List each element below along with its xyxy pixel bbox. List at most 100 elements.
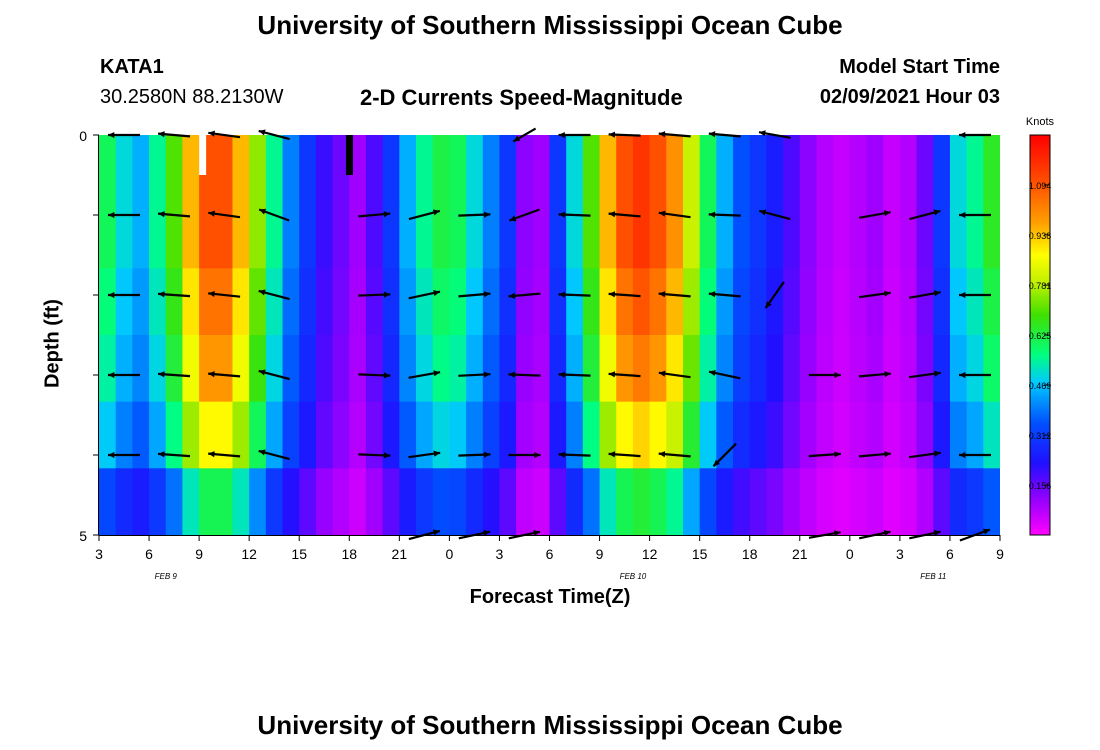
heatmap-cell (416, 268, 434, 336)
current-arrow (959, 132, 991, 138)
heatmap-cell (199, 401, 217, 469)
heatmap-cell (282, 401, 300, 469)
heatmap-cell (249, 201, 267, 269)
heatmap-cell (799, 201, 818, 269)
heatmap-cell (482, 268, 501, 336)
heatmap-cell (215, 468, 234, 536)
chart-title: 2-D Currents Speed-Magnitude (360, 85, 683, 110)
heatmap-cell (466, 201, 484, 269)
current-arrow (959, 452, 991, 458)
current-arrow (258, 289, 290, 301)
heatmap-cell (382, 401, 400, 469)
heatmap-cell (282, 468, 300, 536)
heatmap-cell (349, 401, 367, 469)
heatmap-cell (549, 201, 567, 269)
y-tick-label: 5 (79, 528, 87, 544)
heatmap-cell (749, 268, 768, 336)
current-arrow (764, 281, 785, 309)
heatmap-cell (299, 135, 317, 203)
heatmap-cell (265, 201, 284, 269)
heatmap-cell (349, 468, 367, 536)
current-arrow (408, 209, 441, 221)
current-arrow (558, 451, 591, 458)
current-arrow (358, 291, 391, 298)
current-arrow (458, 291, 491, 298)
current-arrow (358, 452, 391, 459)
heatmap-cell (232, 268, 250, 336)
heatmap-cell (549, 401, 567, 469)
current-arrow (658, 291, 691, 298)
heatmap-cell (499, 401, 517, 469)
heatmap-cell (432, 335, 450, 403)
current-arrow (408, 290, 441, 300)
heatmap-cell (582, 468, 601, 536)
heatmap-cell (899, 135, 918, 203)
heatmap-cell (933, 135, 951, 203)
heatmap-cell (616, 335, 634, 403)
heatmap-cell (799, 135, 818, 203)
heatmap-cell (949, 201, 968, 269)
heatmap-cell (99, 401, 117, 469)
x-tick-label: 6 (145, 546, 153, 562)
missing-data-marks (199, 135, 353, 175)
heatmap-cell (482, 335, 501, 403)
heatmap-cell (566, 401, 584, 469)
heatmap-cell (666, 268, 684, 336)
heatmap-cell (299, 468, 317, 536)
current-arrow (208, 291, 241, 298)
heatmap-cell (466, 401, 484, 469)
x-tick-label: 3 (95, 546, 103, 562)
heatmap-cell (733, 401, 751, 469)
heatmap-cell (632, 401, 651, 469)
heatmap-cell (766, 201, 784, 269)
heatmap-cell (349, 268, 367, 336)
heatmap-cell (165, 268, 184, 336)
heatmap-cell (733, 335, 751, 403)
x-tick-label: 9 (195, 546, 203, 562)
heatmap-cell (749, 335, 768, 403)
heatmap-cell (749, 201, 768, 269)
current-arrow (258, 208, 290, 222)
heatmap-cell (816, 335, 834, 403)
current-arrow (558, 132, 591, 138)
heatmap-cell (716, 135, 734, 203)
heatmap-cell (916, 468, 934, 536)
heatmap-cell (866, 335, 884, 403)
heatmap-cell (482, 201, 501, 269)
heatmap-cell (432, 201, 450, 269)
missing-cell-black (345, 135, 353, 175)
heatmap-cell (365, 201, 384, 269)
colorbar: Knots 1.094 0.938 0.781 0.625 0.469 0.312 0.156 (1026, 116, 1055, 536)
heatmap-cell (632, 468, 651, 536)
missing-cell-white (199, 135, 207, 175)
heatmap-cell (165, 468, 184, 536)
heatmap-cell (282, 135, 300, 203)
heatmap-cell (182, 468, 200, 536)
heatmap-cell (282, 335, 300, 403)
heatmap-cell (899, 268, 918, 336)
heatmap-cell (449, 335, 467, 403)
date-label: FEB 9 (155, 572, 178, 581)
heatmap-cell (666, 335, 684, 403)
heatmap-cell (265, 468, 284, 536)
heatmap-cell (332, 268, 350, 336)
heatmap-cell (349, 201, 367, 269)
heatmap-cell (799, 468, 818, 536)
heatmap-cell (682, 401, 701, 469)
current-arrow (712, 442, 737, 468)
heatmap-cell (933, 268, 951, 336)
heatmap-cell (365, 335, 384, 403)
x-tick-label: 0 (445, 546, 453, 562)
heatmap-cell (682, 268, 701, 336)
heatmap-cell (299, 335, 317, 403)
heatmap-cell (115, 201, 133, 269)
x-tick-label: 21 (392, 546, 408, 562)
heatmap-cell (783, 135, 801, 203)
heatmap-cell (132, 201, 150, 269)
heatmap-cell (115, 135, 133, 203)
current-arrow (608, 211, 641, 218)
current-arrow (558, 371, 591, 378)
heatmap-cell (682, 468, 701, 536)
page-title-top: University of Southern Mississippi Ocean… (257, 10, 843, 40)
heatmap-cell (449, 401, 467, 469)
